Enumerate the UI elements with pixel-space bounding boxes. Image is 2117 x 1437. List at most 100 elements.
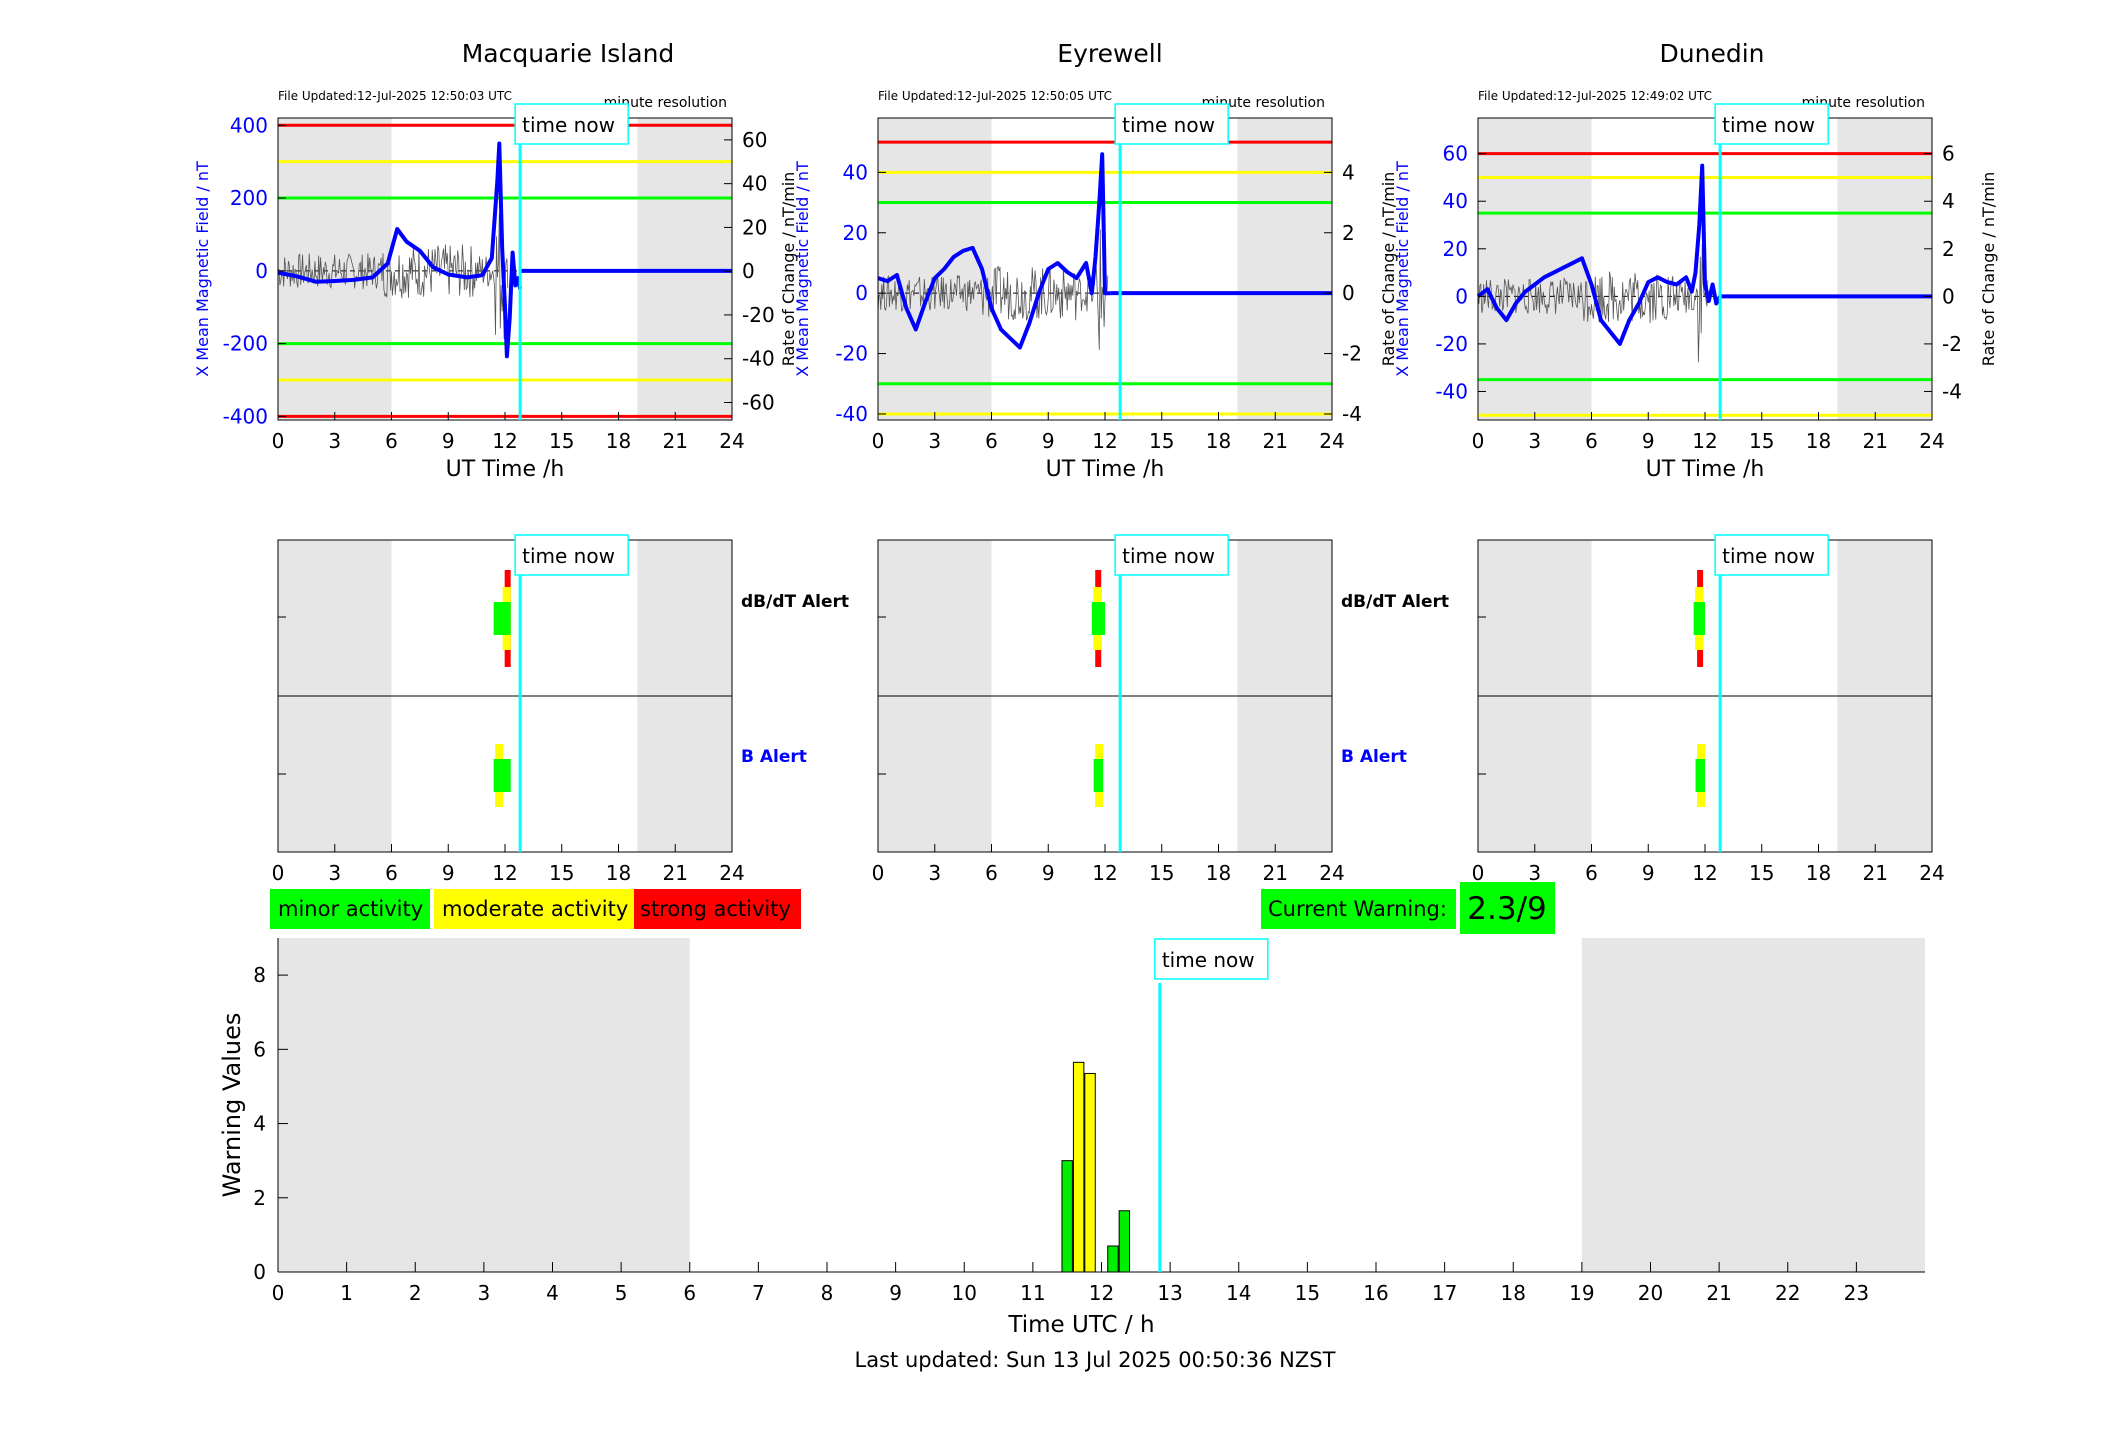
- x-tick-label: 3: [1528, 861, 1541, 885]
- x-tick-label: 24: [1319, 429, 1344, 453]
- y-tick-label: 6: [253, 1037, 266, 1061]
- y-tick-label: 0: [855, 281, 868, 305]
- y-axis-label: X Mean Magnetic Field / nT: [1393, 161, 1412, 377]
- y2-tick-label: -4: [1942, 379, 1962, 403]
- y-tick-label: 0: [1455, 284, 1468, 308]
- x-tick-label: 9: [442, 429, 455, 453]
- warning-bar: [1118, 1210, 1131, 1273]
- dbdt-alert-label: dB/dT Alert: [741, 592, 849, 612]
- magnetic-field-series: [877, 152, 1111, 350]
- time-now-box: [514, 103, 629, 145]
- x-tick-label: 23: [1844, 1281, 1869, 1305]
- x-tick-label: 18: [1806, 429, 1831, 453]
- x-tick-label: 17: [1432, 1281, 1457, 1305]
- x-tick-label: 10: [952, 1281, 977, 1305]
- x-tick-label: 15: [1749, 861, 1774, 885]
- x-tick-label: 18: [606, 861, 631, 885]
- y2-tick-label: -4: [1342, 402, 1362, 426]
- y2-tick-label: 0: [1342, 281, 1355, 305]
- y2-tick-label: -60: [742, 390, 775, 414]
- x-axis-label: UT Time /h: [446, 457, 565, 482]
- night-band: [1237, 118, 1332, 420]
- time-now-label: time now: [1122, 113, 1215, 137]
- legend-strong-label: strong activity: [640, 897, 791, 921]
- y-tick-label: -40: [835, 402, 868, 426]
- x-tick-label: 3: [328, 861, 341, 885]
- x-tick-label: 12: [1089, 1281, 1114, 1305]
- warning-bar: [1061, 1160, 1073, 1273]
- x-tick-label: 4: [546, 1281, 559, 1305]
- x-tick-label: 9: [442, 861, 455, 885]
- y2-tick-label: 40: [742, 172, 767, 196]
- resolution-dunedin: minute resolution: [1802, 95, 1925, 111]
- time-now-label: time now: [522, 113, 615, 137]
- warning-bar: [1084, 1072, 1096, 1273]
- legend-moderate-label: moderate activity: [442, 897, 628, 921]
- dbdt-alert-block: [1693, 602, 1705, 635]
- x-tick-label: 0: [872, 861, 885, 885]
- x-tick-label: 19: [1569, 1281, 1594, 1305]
- x-tick-label: 16: [1363, 1281, 1388, 1305]
- dbdt-alert-block: [493, 602, 511, 635]
- x-axis-label: UT Time /h: [1646, 457, 1765, 482]
- x-axis-label: UT Time /h: [1046, 457, 1165, 482]
- x-tick-label: 12: [1092, 429, 1117, 453]
- alert-plots: 0 3 6 9 12 15 18 21 24 time now dB/dT Alert B Alert…: [272, 534, 1945, 885]
- x-tick-label: 8: [821, 1281, 834, 1305]
- y2-tick-label: 2: [1942, 237, 1955, 261]
- x-tick-label: 3: [328, 429, 341, 453]
- x-tick-label: 0: [872, 429, 885, 453]
- x-axis-label: Time UTC / h: [1007, 1312, 1154, 1338]
- x-tick-label: 18: [606, 429, 631, 453]
- b-alert-block: [493, 759, 511, 792]
- night-band: [1478, 118, 1592, 420]
- x-tick-label: 9: [1042, 429, 1055, 453]
- night-band: [1581, 938, 1925, 1272]
- magnetic-field-series: [1476, 163, 1722, 346]
- x-tick-label: 0: [272, 1281, 285, 1305]
- y-tick-label: 0: [253, 1260, 266, 1284]
- current-warning-label: Current Warning:: [1268, 897, 1447, 921]
- x-tick-label: 6: [683, 1281, 696, 1305]
- x-tick-label: 6: [1585, 429, 1598, 453]
- resolution-macquarie: minute resolution: [604, 95, 727, 111]
- current-warning-value-box: [1460, 882, 1555, 934]
- legend-strong-swatch: [634, 889, 801, 929]
- warning-bar: [1072, 1061, 1085, 1273]
- x-tick-label: 18: [1501, 1281, 1526, 1305]
- warning-plot: 0 1 2 3 4 5 6 7 8 9 10 11 12 13 14 15 16 17 18 19 20 21 22 23Ti…: [218, 938, 1925, 1338]
- station-title-eyrewell: Eyrewell: [1057, 39, 1162, 68]
- y2-tick-label: 20: [742, 215, 767, 239]
- x-tick-label: 12: [1692, 861, 1717, 885]
- time-now-box: [514, 534, 629, 576]
- x-tick-label: 9: [1642, 861, 1655, 885]
- x-tick-label: 0: [1472, 861, 1485, 885]
- x-tick-label: 24: [719, 861, 744, 885]
- x-tick-label: 14: [1226, 1281, 1251, 1305]
- x-tick-label: 21: [1863, 861, 1888, 885]
- x-tick-label: 21: [1263, 861, 1288, 885]
- y-tick-label: -20: [1435, 332, 1468, 356]
- time-now-box: [1714, 534, 1829, 576]
- current-warning-value: 2.3/9: [1467, 891, 1546, 927]
- y-tick-label: 8: [253, 963, 266, 987]
- x-tick-label: 21: [1706, 1281, 1731, 1305]
- y-tick-label: 40: [1443, 189, 1468, 213]
- file-updated-macquarie: File Updated:12-Jul-2025 12:50:03 UTC: [278, 89, 512, 103]
- x-tick-label: 18: [1806, 861, 1831, 885]
- time-now-label: time now: [1122, 544, 1215, 568]
- alert-panel-2: 0 3 6 9 12 15 18 21 24 time now: [1472, 534, 1945, 885]
- x-tick-label: 6: [1585, 861, 1598, 885]
- x-tick-label: 24: [719, 429, 744, 453]
- rate-of-change-trace: [877, 229, 1109, 350]
- x-tick-label: 12: [492, 429, 517, 453]
- x-tick-label: 11: [1020, 1281, 1045, 1305]
- legend-minor-swatch: [270, 889, 430, 929]
- x-tick-label: 15: [549, 429, 574, 453]
- y-tick-label: 2: [253, 1186, 266, 1210]
- x-tick-label: 3: [928, 429, 941, 453]
- x-tick-label: 15: [1749, 429, 1774, 453]
- night-band: [878, 118, 992, 420]
